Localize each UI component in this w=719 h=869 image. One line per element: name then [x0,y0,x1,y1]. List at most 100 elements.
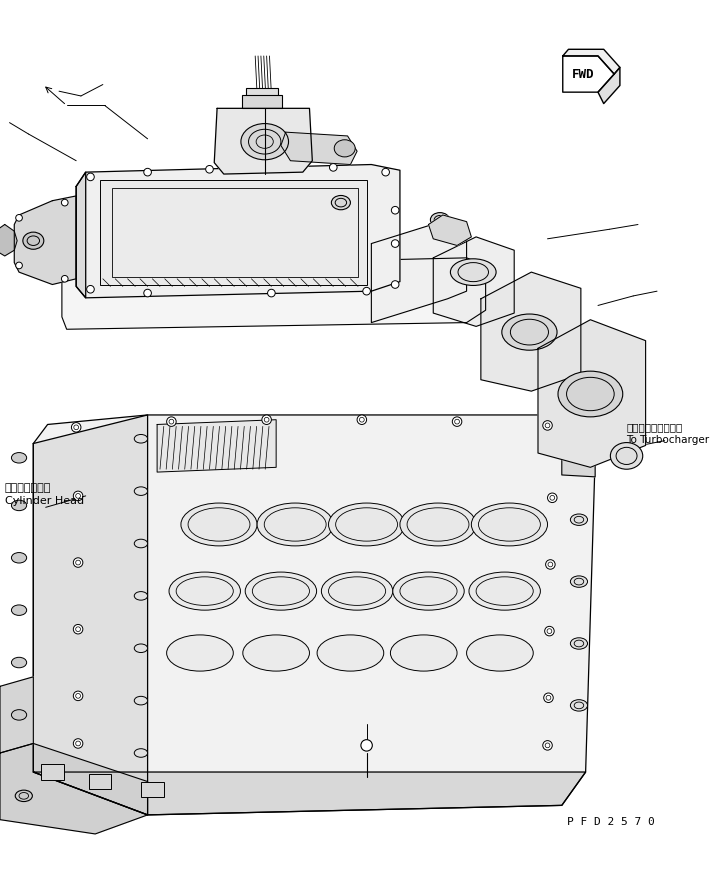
Ellipse shape [144,290,152,297]
Ellipse shape [570,576,587,587]
Ellipse shape [134,435,147,443]
Ellipse shape [363,288,370,295]
Ellipse shape [134,749,147,758]
Ellipse shape [61,200,68,207]
Ellipse shape [87,286,94,294]
Ellipse shape [334,141,355,158]
Polygon shape [372,221,467,323]
Bar [100,181,367,285]
Ellipse shape [467,635,533,672]
Ellipse shape [73,692,83,700]
Ellipse shape [144,169,152,176]
Ellipse shape [570,514,587,526]
Ellipse shape [391,282,399,289]
Text: シリンダヘッド: シリンダヘッド [5,482,51,493]
Ellipse shape [544,693,553,703]
Ellipse shape [167,635,233,672]
Ellipse shape [243,635,309,672]
Bar [242,96,282,109]
Polygon shape [157,421,276,473]
Polygon shape [0,677,33,753]
Ellipse shape [361,740,372,751]
Ellipse shape [329,503,405,547]
Polygon shape [214,109,312,175]
Ellipse shape [73,739,83,748]
Ellipse shape [15,790,32,801]
Ellipse shape [558,372,623,417]
Polygon shape [14,196,76,285]
Ellipse shape [393,573,464,610]
Ellipse shape [431,214,449,228]
Polygon shape [429,216,472,246]
Polygon shape [0,225,17,256]
Ellipse shape [12,605,27,616]
Ellipse shape [543,740,552,750]
Polygon shape [0,744,147,834]
Ellipse shape [181,503,257,547]
Ellipse shape [23,233,44,250]
Ellipse shape [391,241,399,248]
Text: Cylinder Head: Cylinder Head [5,496,84,506]
Ellipse shape [134,540,147,548]
Polygon shape [434,237,514,327]
Polygon shape [281,133,357,165]
Ellipse shape [570,453,587,464]
Ellipse shape [610,443,643,469]
Polygon shape [563,50,620,75]
Ellipse shape [570,700,587,711]
Ellipse shape [321,573,393,610]
Ellipse shape [543,421,552,431]
Polygon shape [33,773,585,815]
Ellipse shape [134,697,147,705]
Ellipse shape [12,658,27,668]
Ellipse shape [390,635,457,672]
Ellipse shape [87,174,94,182]
Polygon shape [538,321,646,468]
Bar [112,189,358,277]
Ellipse shape [169,573,240,610]
Ellipse shape [472,503,548,547]
Polygon shape [33,415,147,815]
Ellipse shape [12,710,27,720]
Ellipse shape [546,560,555,569]
Ellipse shape [16,216,22,222]
Ellipse shape [450,260,496,286]
Ellipse shape [570,638,587,649]
Bar [41,765,64,779]
Ellipse shape [134,592,147,600]
Ellipse shape [548,494,557,503]
Ellipse shape [134,644,147,653]
Text: ターボチャージャヘ: ターボチャージャヘ [626,421,683,432]
Ellipse shape [267,290,275,297]
Ellipse shape [469,573,541,610]
Ellipse shape [73,625,83,634]
Ellipse shape [206,166,214,174]
Ellipse shape [331,196,350,210]
Ellipse shape [12,553,27,563]
Ellipse shape [400,503,476,547]
Polygon shape [563,56,614,93]
Ellipse shape [73,492,83,501]
Ellipse shape [452,417,462,427]
Ellipse shape [257,503,334,547]
Text: P F D 2 5 7 0: P F D 2 5 7 0 [567,816,654,826]
Ellipse shape [61,276,68,282]
Ellipse shape [391,207,399,215]
Polygon shape [481,273,581,392]
Polygon shape [62,259,485,330]
Ellipse shape [262,415,271,425]
Ellipse shape [12,501,27,511]
Ellipse shape [134,488,147,496]
Ellipse shape [382,169,390,176]
Ellipse shape [357,415,367,425]
Polygon shape [562,448,595,477]
Ellipse shape [545,627,554,636]
Ellipse shape [267,164,275,172]
Bar [88,774,111,789]
Ellipse shape [71,423,81,433]
Bar [246,90,278,99]
Ellipse shape [16,262,22,269]
Ellipse shape [241,124,288,161]
Ellipse shape [12,453,27,463]
Ellipse shape [245,573,316,610]
